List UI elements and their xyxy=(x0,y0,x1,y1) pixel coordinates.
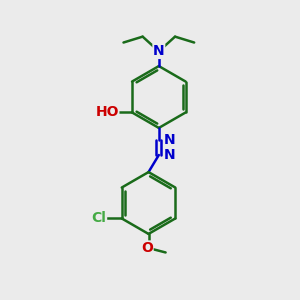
Text: O: O xyxy=(141,241,153,255)
Text: HO: HO xyxy=(95,106,119,119)
Text: N: N xyxy=(164,133,176,147)
Text: N: N xyxy=(153,44,165,58)
Text: Cl: Cl xyxy=(92,212,106,226)
Text: N: N xyxy=(164,148,176,162)
